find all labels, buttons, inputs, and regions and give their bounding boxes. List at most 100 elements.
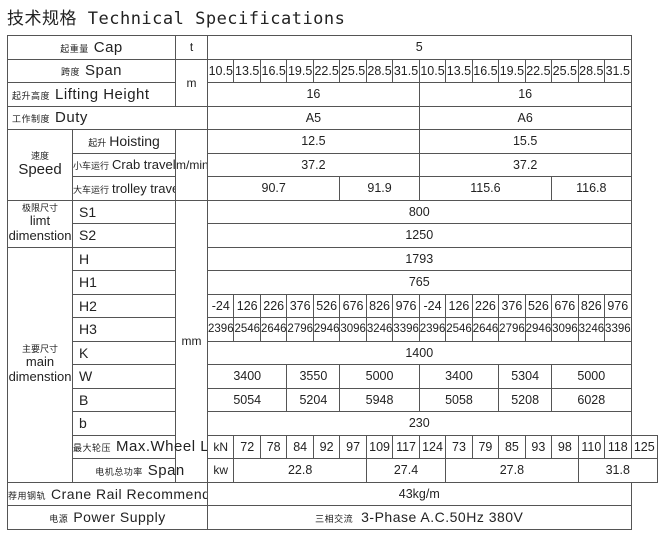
value-h3: 2946 — [524, 317, 553, 342]
value-span: 13.5 — [233, 58, 261, 83]
label-h: H — [71, 246, 177, 271]
label-s2: S2 — [71, 223, 177, 248]
unit-span: m — [175, 58, 209, 107]
label-cap: 起重量 Cap — [6, 35, 177, 60]
label-en: Speed — [18, 161, 62, 179]
unit-speed: m/min — [175, 129, 209, 201]
label-load: 最大轮压 Max.Wheel Loading — [71, 434, 209, 459]
value-power: 22.8 — [233, 458, 367, 483]
value-load: 97 — [339, 434, 367, 459]
label-zh: 跨度 — [60, 67, 80, 78]
value-span: 10.5 — [207, 58, 235, 83]
label-w: W — [71, 364, 177, 389]
value-span: 19.5 — [498, 58, 526, 83]
label-zh: 电源 — [49, 514, 69, 525]
label-en: trolley travelling — [112, 180, 174, 196]
value-trolley: 90.7 — [207, 176, 341, 201]
value-cap: 5 — [207, 35, 632, 60]
label-zh: 荐用钢轨 — [8, 490, 47, 501]
value-h3: 3396 — [604, 317, 632, 342]
value-trolley: 115.6 — [418, 176, 553, 201]
label-zh: 极限尺寸 — [21, 203, 58, 214]
label-zh: 主要尺寸 — [21, 344, 58, 355]
value-h3: 2396 — [207, 317, 235, 342]
value-h2: 976 — [604, 293, 632, 318]
value-span: 16.5 — [259, 58, 288, 83]
label-zh: 起重量 — [60, 43, 89, 54]
row-cap: 起重量 Cap t 5 — [6, 35, 658, 60]
row-b-upper: B 5054 5204 5948 5058 5208 6028 — [8, 387, 658, 412]
value-h3: 2796 — [498, 317, 526, 342]
value-b-upper: 5204 — [286, 387, 341, 412]
row-duty: 工作制度 Duty A5 A6 — [6, 105, 658, 130]
label-en: Hoisting — [109, 133, 160, 150]
label-duty: 工作制度 Duty — [6, 105, 209, 130]
value-load: 92 — [312, 434, 341, 459]
value-k: 1400 — [207, 340, 632, 365]
value-load: 84 — [286, 434, 314, 459]
row-s2: S2 1250 — [8, 223, 658, 248]
row-h3: H3 2396 2546 2646 2796 2946 3096 3246 3396 2396 25… — [8, 317, 658, 342]
value-zh: 三相交流 — [315, 514, 354, 525]
value-hoist: 12.5 — [207, 129, 420, 154]
value-rail: 43kg/m — [207, 481, 632, 506]
label-zh: 工作制度 — [12, 114, 51, 125]
value-s2: 1250 — [207, 223, 632, 248]
value-load: 98 — [551, 434, 579, 459]
row-rail: 荐用钢轨 Crane Rail Recommended 43kg/m — [6, 481, 658, 506]
label-h1: H1 — [71, 270, 177, 295]
value-b-upper: 5054 — [207, 387, 288, 412]
value-h1: 765 — [207, 270, 632, 295]
value-lift: 16 — [207, 82, 420, 107]
label-zh: 电机总功率 — [95, 466, 143, 477]
value-trolley: 116.8 — [551, 176, 632, 201]
label-zh: 最大轮压 — [73, 443, 112, 454]
value-load: 125 — [630, 434, 659, 459]
value-h2: 376 — [286, 293, 314, 318]
label-en: Lifting Height — [55, 85, 150, 103]
page-title: 技术规格 Technical Specifications — [7, 4, 345, 29]
value-h2: -24 — [418, 293, 447, 318]
value-load: 73 — [445, 434, 473, 459]
value-h3: 3246 — [365, 317, 394, 342]
value-load: 79 — [471, 434, 500, 459]
row-power: 电机总功率 Span kw 22.8 27.4 27.8 31.8 — [8, 458, 659, 483]
row-h1: H1 765 — [8, 270, 658, 295]
value-span: 22.5 — [312, 58, 341, 83]
row-k: K 1400 — [8, 340, 658, 365]
label-zh: 起升高度 — [12, 90, 51, 101]
row-w: W 3400 3550 5000 3400 5304 5000 — [8, 364, 658, 389]
value-h2: 126 — [445, 293, 473, 318]
value-h2: 676 — [551, 293, 579, 318]
label-en: Power Supply — [73, 509, 166, 526]
row-h: 主要尺寸 main dimenstion H 1793 — [7, 246, 658, 483]
value-h3: 3396 — [392, 317, 420, 342]
row-lift: 起升高度 Lifting Height 16 16 — [6, 82, 658, 107]
label-en: Crab travelling — [112, 157, 176, 173]
value-w: 5000 — [339, 364, 420, 389]
value-duty: A6 — [418, 105, 632, 130]
value-span: 28.5 — [577, 58, 606, 83]
label-zh: 小车运行 — [73, 161, 110, 172]
value-crab: 37.2 — [418, 152, 632, 177]
unit-power: kw — [207, 458, 235, 483]
value-h2: 226 — [471, 293, 500, 318]
label-main: 主要尺寸 main dimenstion — [7, 246, 73, 483]
label-hoist: 起升 Hoisting — [71, 129, 177, 154]
value-h: 1793 — [207, 246, 632, 271]
value-span: 19.5 — [286, 58, 314, 83]
value-trolley: 91.9 — [339, 176, 420, 201]
row-h2: H2 -24 126 226 376 526 676 826 976 -24 126 226 376 52… — [8, 293, 658, 318]
value-h2: 826 — [365, 293, 394, 318]
value-b-upper: 5058 — [418, 387, 500, 412]
label-span: 跨度 Span — [6, 58, 177, 83]
label-rail: 荐用钢轨 Crane Rail Recommended — [6, 481, 209, 506]
value-power: 31.8 — [577, 458, 659, 483]
value-w: 5000 — [551, 364, 632, 389]
value-load: 85 — [498, 434, 526, 459]
